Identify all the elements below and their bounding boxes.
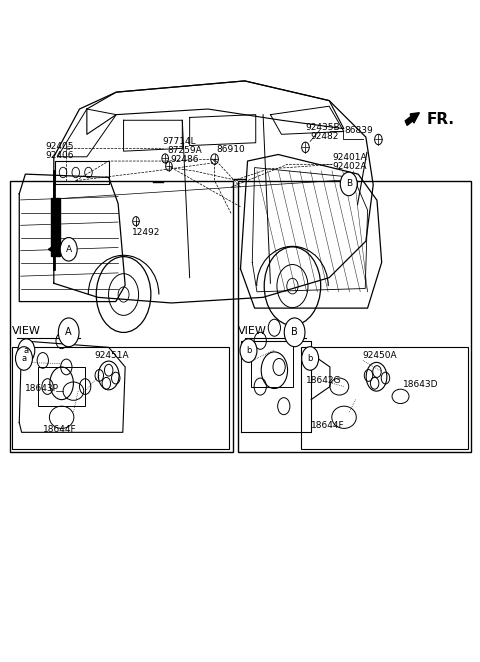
Circle shape — [340, 172, 357, 196]
Text: a: a — [22, 354, 26, 363]
Bar — [10, 181, 233, 452]
Bar — [301, 348, 468, 449]
Circle shape — [284, 318, 305, 347]
Text: 18644F: 18644F — [43, 425, 76, 434]
Circle shape — [240, 339, 257, 362]
Circle shape — [59, 318, 79, 347]
Text: 12492: 12492 — [132, 228, 161, 237]
Bar — [51, 198, 60, 256]
Text: G: G — [66, 146, 71, 151]
Text: a: a — [24, 346, 29, 355]
Text: 92402A: 92402A — [332, 162, 367, 171]
Text: 92486: 92486 — [170, 155, 198, 164]
Text: 92435B: 92435B — [305, 122, 340, 132]
Bar — [251, 341, 293, 387]
FancyArrow shape — [405, 113, 420, 125]
Text: 86910: 86910 — [216, 145, 245, 154]
Text: FR.: FR. — [426, 112, 455, 126]
Text: 92450A: 92450A — [363, 352, 397, 360]
Circle shape — [301, 347, 319, 370]
Text: B: B — [346, 179, 352, 189]
Text: b: b — [246, 346, 251, 355]
Text: 18643P: 18643P — [25, 384, 59, 393]
Text: VIEW: VIEW — [238, 326, 266, 336]
Text: 92406: 92406 — [45, 152, 73, 160]
Text: 18642G: 18642G — [306, 376, 342, 385]
Text: 92451A: 92451A — [95, 352, 129, 360]
Circle shape — [18, 339, 35, 362]
Bar — [12, 348, 229, 449]
Text: 92482: 92482 — [310, 132, 338, 142]
Text: 92405: 92405 — [45, 142, 73, 152]
FancyArrow shape — [48, 245, 60, 254]
Text: 92401A: 92401A — [332, 153, 367, 162]
Text: 97714L: 97714L — [163, 137, 196, 146]
Circle shape — [15, 347, 33, 370]
Text: B: B — [291, 327, 298, 338]
Bar — [38, 367, 85, 406]
Text: A: A — [66, 245, 72, 254]
Text: 18644F: 18644F — [311, 421, 345, 430]
Text: b: b — [308, 354, 313, 363]
Text: A: A — [65, 327, 72, 338]
Circle shape — [60, 238, 77, 261]
Text: 18643D: 18643D — [403, 379, 438, 389]
FancyArrow shape — [346, 179, 357, 188]
Text: 87259A: 87259A — [168, 146, 202, 154]
Text: 86839: 86839 — [344, 126, 373, 136]
Text: VIEW: VIEW — [12, 326, 40, 336]
Bar — [238, 181, 471, 452]
